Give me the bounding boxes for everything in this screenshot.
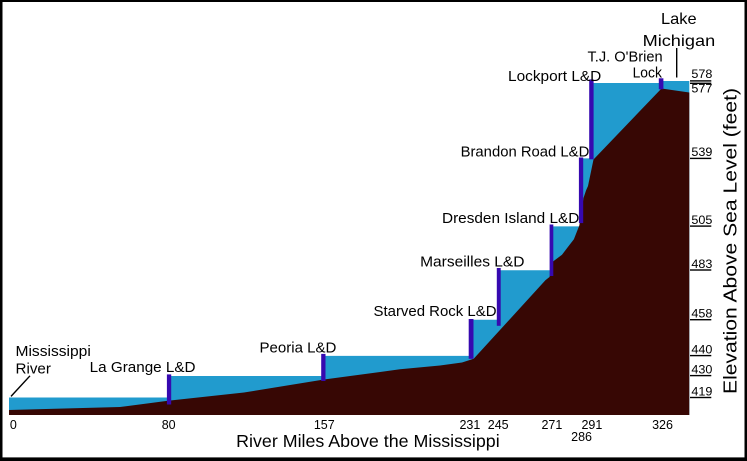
svg-text:578: 578: [691, 69, 712, 81]
svg-text:Elevation Above Sea Level (fee: Elevation Above Sea Level (feet): [721, 88, 741, 394]
svg-text:Michigan: Michigan: [643, 33, 716, 50]
svg-text:577: 577: [691, 84, 712, 96]
svg-text:Lake: Lake: [661, 11, 697, 28]
svg-text:483: 483: [691, 259, 712, 271]
svg-text:440: 440: [691, 344, 712, 356]
svg-text:286: 286: [571, 430, 592, 444]
svg-text:River Miles Above the Mississi: River Miles Above the Mississippi: [236, 431, 500, 451]
svg-text:Lock: Lock: [633, 65, 663, 81]
svg-text:Brandon Road L&D: Brandon Road L&D: [461, 143, 590, 160]
svg-text:Mississippi: Mississippi: [16, 343, 91, 360]
svg-text:Peoria L&D: Peoria L&D: [260, 340, 337, 357]
svg-text:River: River: [16, 361, 51, 378]
svg-text:Lockport L&D: Lockport L&D: [508, 68, 601, 85]
svg-text:T.J. O'Brien: T.J. O'Brien: [588, 49, 663, 65]
svg-text:430: 430: [691, 364, 712, 376]
svg-text:271: 271: [541, 418, 562, 432]
svg-text:245: 245: [488, 418, 509, 432]
svg-text:326: 326: [652, 418, 673, 432]
svg-text:231: 231: [459, 418, 480, 432]
svg-text:0: 0: [10, 418, 17, 432]
svg-text:Starved Rock L&D: Starved Rock L&D: [374, 303, 497, 320]
svg-text:505: 505: [691, 215, 712, 227]
svg-text:291: 291: [581, 418, 602, 432]
svg-text:458: 458: [691, 309, 712, 321]
svg-text:157: 157: [314, 418, 335, 432]
svg-text:Marseilles L&D: Marseilles L&D: [420, 254, 525, 271]
svg-text:Dresden Island L&D: Dresden Island L&D: [442, 210, 579, 227]
svg-text:539: 539: [691, 147, 712, 159]
svg-text:80: 80: [162, 418, 176, 432]
svg-text:419: 419: [691, 386, 712, 398]
svg-text:La Grange L&D: La Grange L&D: [90, 359, 196, 376]
